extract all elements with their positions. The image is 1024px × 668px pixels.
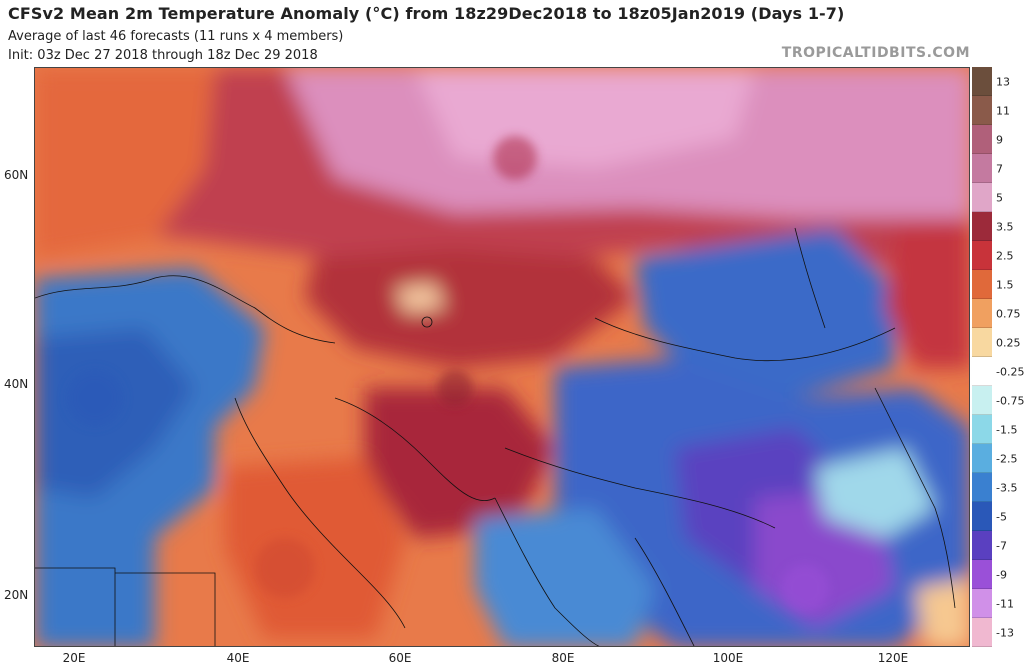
patch-iran-core <box>437 370 473 406</box>
region-western-russia <box>35 68 969 268</box>
colorbar-label: -7 <box>996 539 1007 552</box>
colorbar-label: 7 <box>996 162 1003 175</box>
anomaly-detail <box>67 136 829 612</box>
colorbar-label: 0.75 <box>996 307 1021 320</box>
patch-arabia-core <box>255 538 315 598</box>
colorbar-segment <box>972 270 992 299</box>
colorbar-segment <box>972 96 992 125</box>
colorbar-label: 3.5 <box>996 220 1014 233</box>
colorbar-label: 9 <box>996 133 1003 146</box>
colorbar-label: -3.5 <box>996 481 1018 494</box>
temperature-anomaly-map <box>34 67 970 647</box>
colorbar-label: -9 <box>996 568 1007 581</box>
border-himalaya <box>504 447 776 529</box>
colorbar-label: -2.5 <box>996 452 1018 465</box>
coastline-india-west <box>494 497 600 646</box>
lon-label-100e: 100E <box>712 651 744 665</box>
patch-arctic-red <box>493 136 537 180</box>
colorbar-segment <box>972 560 992 589</box>
patch-south-china-core <box>781 564 829 612</box>
region-far-east-russia <box>885 218 969 368</box>
lon-label-60e: 60E <box>388 651 412 665</box>
colorbar-segment <box>972 357 992 386</box>
colorbar-label: 2.5 <box>996 249 1014 262</box>
colorbar <box>972 67 992 647</box>
region-east-china-light <box>815 448 935 538</box>
colorbar-label: 5 <box>996 191 1003 204</box>
colorbar-segment <box>972 473 992 502</box>
colorbar-segment <box>972 589 992 618</box>
lake-balkhash <box>421 316 433 328</box>
brand-watermark: TROPICALTIDBITS.COM <box>781 45 970 61</box>
colorbar-segment <box>972 502 992 531</box>
colorbar-segment <box>972 67 992 96</box>
lat-label-40n: 40N <box>4 377 29 391</box>
colorbar-segment <box>972 328 992 357</box>
colorbar-segment <box>972 444 992 473</box>
coastlines <box>35 227 956 646</box>
colorbar-label: -0.75 <box>996 394 1024 407</box>
region-mongolia <box>635 228 895 398</box>
lon-label-120e: 120E <box>877 651 909 665</box>
patch-balkans-core <box>67 370 123 426</box>
coastline-black-sea <box>35 275 336 344</box>
region-kazakhstan <box>305 248 635 368</box>
lat-label-60n: 60N <box>4 168 29 182</box>
colorbar-label: 0.25 <box>996 336 1021 349</box>
region-iran <box>365 388 555 538</box>
colorbar-label: 1.5 <box>996 278 1014 291</box>
colorbar-segment <box>972 386 992 415</box>
colorbar-label: -5 <box>996 510 1007 523</box>
colorbar-segment <box>972 212 992 241</box>
region-pacific-warm <box>915 578 969 646</box>
lon-label-80e: 80E <box>551 651 575 665</box>
lon-label-40e: 40E <box>226 651 250 665</box>
border-libya <box>35 567 116 646</box>
coastline-bay-of-bengal <box>634 537 695 646</box>
colorbar-segment <box>972 415 992 444</box>
subtitle-forecast-average: Average of last 46 forecasts (11 runs x … <box>8 29 344 44</box>
subtitle-init-range: Init: 03z Dec 27 2018 through 18z Dec 29… <box>8 48 318 63</box>
border-mongolia <box>594 317 896 361</box>
colorbar-segment <box>972 125 992 154</box>
colorbar-segment <box>972 241 992 270</box>
coastline-china-east <box>874 387 956 609</box>
map-title: CFSv2 Mean 2m Temperature Anomaly (°C) f… <box>8 4 845 23</box>
lon-label-20e: 20E <box>62 651 86 665</box>
colorbar-label: -1.5 <box>996 423 1018 436</box>
border-egypt <box>115 572 216 646</box>
colorbar-label: 13 <box>996 75 1010 88</box>
colorbar-segment <box>972 531 992 560</box>
colorbar-segment <box>972 618 992 647</box>
map-canvas <box>35 68 969 646</box>
colorbar-segment <box>972 154 992 183</box>
colorbar-label: -11 <box>996 597 1014 610</box>
colorbar-label: 11 <box>996 104 1010 117</box>
colorbar-segment <box>972 183 992 212</box>
region-india <box>475 508 655 646</box>
coastline-persian-gulf <box>334 397 496 501</box>
region-europe <box>35 68 215 258</box>
coastline-red-sea <box>234 397 406 629</box>
colorbar-segment <box>972 299 992 328</box>
region-aral-light <box>395 283 445 313</box>
colorbar-label: -13 <box>996 626 1014 639</box>
coastline-sakhalin <box>794 227 826 329</box>
colorbar-label: -0.25 <box>996 365 1024 378</box>
lat-label-20n: 20N <box>4 588 29 602</box>
